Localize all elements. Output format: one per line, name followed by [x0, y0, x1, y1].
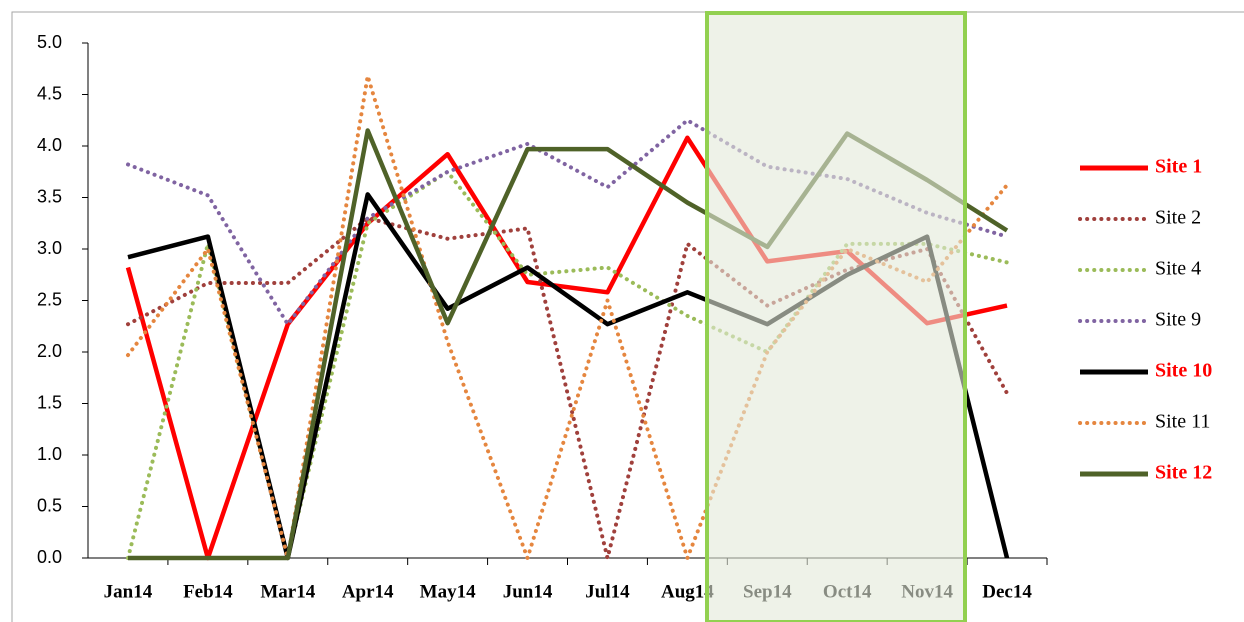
y-tick-label: 4.0	[37, 135, 62, 155]
y-tick-label: 1.0	[37, 444, 62, 464]
y-tick-label: 4.5	[37, 83, 62, 103]
y-tick-label: 2.5	[37, 289, 62, 309]
legend-label: Site 11	[1155, 411, 1210, 433]
series-line	[126, 74, 1009, 560]
x-tick-label: Dec14	[982, 581, 1032, 602]
x-tick-label: Apr14	[342, 581, 394, 602]
y-tick-label: 0.0	[37, 547, 62, 567]
series-line	[126, 216, 1009, 560]
legend-label: Site 10	[1155, 360, 1212, 382]
y-tick-label: 5.0	[37, 32, 62, 52]
x-tick-label: May14	[420, 581, 476, 602]
x-tick-label: Aug14	[661, 581, 714, 602]
legend-label: Site 12	[1155, 462, 1212, 484]
y-tick-label: 1.5	[37, 392, 62, 412]
y-tick-label: 3.5	[37, 186, 62, 206]
legend-label: Site 2	[1155, 207, 1201, 229]
x-tick-label: Mar14	[260, 581, 315, 602]
legend-label: Site 9	[1155, 309, 1201, 331]
y-tick-label: 3.0	[37, 238, 62, 258]
y-tick-label: 0.5	[37, 495, 62, 515]
y-tick-label: 2.0	[37, 341, 62, 361]
x-tick-label: Jan14	[104, 581, 153, 602]
x-tick-label: Jul14	[585, 581, 630, 602]
x-tick-label: Jun14	[503, 581, 553, 602]
legend-label: Site 1	[1155, 156, 1202, 178]
x-tick-label: Feb14	[183, 581, 233, 602]
highlight-box	[705, 11, 967, 622]
legend-label: Site 4	[1155, 258, 1201, 280]
legend: Site 1 Site 2 Site 4 Site 9 Site 10 Site 11 Si…	[1078, 156, 1212, 484]
